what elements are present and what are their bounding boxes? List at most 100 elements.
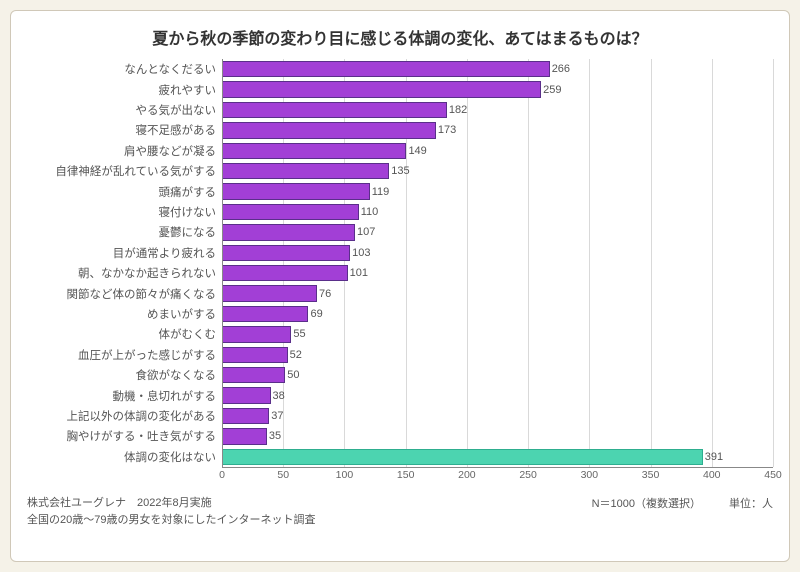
bar-row: 体がむくむ 55 xyxy=(27,324,773,344)
bar-track: 50 xyxy=(222,365,773,385)
bar-row: 自律神経が乱れている気がする 135 xyxy=(27,161,773,181)
x-tick-label: 300 xyxy=(581,469,599,481)
bar xyxy=(222,387,271,403)
bar-row: 胸やけがする・吐き気がする35 xyxy=(27,426,773,446)
category-label: 肩や腰などが凝る xyxy=(27,143,222,159)
bar-row: 関節など体の節々が痛くなる76 xyxy=(27,283,773,303)
bar xyxy=(222,204,359,220)
footer-n-text: N＝1000（複数選択） xyxy=(592,495,701,511)
category-label: 動機・息切れがする xyxy=(27,388,222,404)
bar-track: 173 xyxy=(222,120,773,140)
bar-row: 憂鬱になる 107 xyxy=(27,222,773,242)
bar-track: 259 xyxy=(222,79,773,99)
bar-track: 103 xyxy=(222,243,773,263)
bar-track: 149 xyxy=(222,141,773,161)
bar-track: 107 xyxy=(222,222,773,242)
x-axis-line xyxy=(222,467,773,468)
bar xyxy=(222,61,550,77)
bar xyxy=(222,347,288,363)
footer-right: N＝1000（複数選択） 単位：人 xyxy=(592,495,773,511)
bar-track: 52 xyxy=(222,345,773,365)
bar-value-label: 76 xyxy=(319,283,331,303)
x-tick-label: 400 xyxy=(703,469,721,481)
bar-row: 体調の変化はない 391 xyxy=(27,447,773,467)
bar xyxy=(222,265,348,281)
bar-value-label: 135 xyxy=(391,161,409,181)
category-label: 体がむくむ xyxy=(27,326,222,342)
bar-track: 55 xyxy=(222,324,773,344)
chart-title: 夏から秋の季節の変わり目に感じる体調の変化、あてはまるものは？ xyxy=(27,25,773,49)
page-frame: 夏から秋の季節の変わり目に感じる体調の変化、あてはまるものは？ 05010015… xyxy=(0,0,800,572)
bar-row: めまいがする69 xyxy=(27,304,773,324)
bar-chart: 050100150200250300350400450 なんとなくだるい266疲… xyxy=(27,59,773,489)
bar-track: 35 xyxy=(222,426,773,446)
bar-value-label: 50 xyxy=(287,365,299,385)
bar-value-label: 107 xyxy=(357,222,375,242)
x-tick-label: 250 xyxy=(519,469,537,481)
category-label: 朝、なかなか起きられない xyxy=(27,265,222,281)
bar-track: 266 xyxy=(222,59,773,79)
bar xyxy=(222,428,267,444)
x-tick-label: 150 xyxy=(397,469,415,481)
bar-value-label: 38 xyxy=(273,385,285,405)
bar-track: 182 xyxy=(222,100,773,120)
bar-row: 肩や腰などが凝る149 xyxy=(27,141,773,161)
category-label: 目が通常より疲れる xyxy=(27,245,222,261)
bar xyxy=(222,408,269,424)
bar-value-label: 101 xyxy=(350,263,368,283)
bar-track: 37 xyxy=(222,406,773,426)
bar-value-label: 391 xyxy=(705,447,723,467)
y-axis-line xyxy=(222,59,223,467)
bar-row: なんとなくだるい266 xyxy=(27,59,773,79)
category-label: 憂鬱になる xyxy=(27,224,222,240)
chart-footer: 株式会社ユーグレナ 2022年8月実施 全国の20歳～79歳の男女を対象にしたイ… xyxy=(27,495,773,528)
category-label: 体調の変化はない xyxy=(27,449,222,465)
bar xyxy=(222,163,389,179)
bar xyxy=(222,102,447,118)
category-label: めまいがする xyxy=(27,306,222,322)
bar-value-label: 119 xyxy=(372,181,390,201)
bar-value-label: 37 xyxy=(271,406,283,426)
bar-value-label: 55 xyxy=(293,324,305,344)
x-tick-label: 450 xyxy=(764,469,782,481)
bar-row: 頭痛がする 119 xyxy=(27,181,773,201)
footer-unit-text: 単位：人 xyxy=(729,495,773,511)
bar-track: 119 xyxy=(222,181,773,201)
bar-row: 朝、なかなか起きられない 101 xyxy=(27,263,773,283)
bar xyxy=(222,183,370,199)
x-tick-label: 350 xyxy=(642,469,660,481)
bar-row: 疲れやすい259 xyxy=(27,79,773,99)
grid-line xyxy=(773,59,774,467)
bar-row: 寝不足感がある173 xyxy=(27,120,773,140)
category-label: 寝付けない xyxy=(27,204,222,220)
bar-row: 動機・息切れがする 38 xyxy=(27,385,773,405)
category-label: 自律神経が乱れている気がする xyxy=(27,163,222,179)
bar xyxy=(222,224,355,240)
bar xyxy=(222,326,291,342)
bar-value-label: 266 xyxy=(552,59,570,79)
bar xyxy=(222,449,703,465)
bar xyxy=(222,285,317,301)
bar-track: 76 xyxy=(222,283,773,303)
bar-row: 寝付けない110 xyxy=(27,202,773,222)
x-tick-label: 200 xyxy=(458,469,476,481)
footer-left: 株式会社ユーグレナ 2022年8月実施 全国の20歳～79歳の男女を対象にしたイ… xyxy=(27,495,315,528)
footer-survey-desc: 全国の20歳～79歳の男女を対象にしたインターネット調査 xyxy=(27,512,315,529)
bar-value-label: 259 xyxy=(543,79,561,99)
bar-row: 食欲がなくなる50 xyxy=(27,365,773,385)
x-tick-label: 100 xyxy=(336,469,354,481)
bar-row: 血圧が上がった感じがする52 xyxy=(27,345,773,365)
category-label: 血圧が上がった感じがする xyxy=(27,347,222,363)
bar-value-label: 35 xyxy=(269,426,281,446)
bar-track: 391 xyxy=(222,447,773,467)
x-tick-label: 50 xyxy=(277,469,289,481)
bar-track: 38 xyxy=(222,385,773,405)
category-label: 頭痛がする xyxy=(27,184,222,200)
bar xyxy=(222,143,406,159)
bar xyxy=(222,245,350,261)
bar-value-label: 173 xyxy=(438,120,456,140)
bar-track: 101 xyxy=(222,263,773,283)
bar-row: やる気が出ない182 xyxy=(27,100,773,120)
bar-value-label: 182 xyxy=(449,100,467,120)
footer-company-date: 株式会社ユーグレナ 2022年8月実施 xyxy=(27,495,315,512)
